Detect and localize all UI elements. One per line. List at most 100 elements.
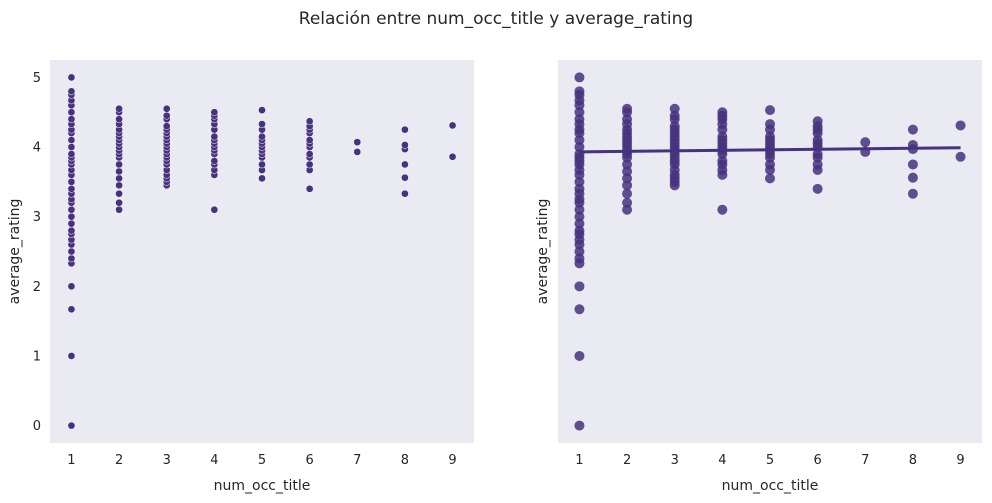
- data-point: [210, 108, 219, 117]
- data-point: [258, 174, 266, 183]
- data-point: [258, 132, 266, 141]
- data-point: [622, 197, 633, 208]
- data-point: [812, 149, 823, 160]
- x-tick-label: 3: [671, 453, 679, 468]
- data-point: [765, 131, 775, 142]
- data-point: [574, 218, 585, 229]
- figure-title: Relación entre num_occ_title y average_r…: [299, 9, 693, 29]
- data-point: [622, 114, 633, 125]
- data-point: [67, 178, 76, 186]
- data-point: [67, 115, 76, 124]
- data-point: [67, 212, 76, 221]
- y-axis-label-right: average_rating: [535, 199, 551, 305]
- data-point: [67, 247, 76, 256]
- data-point: [717, 107, 728, 118]
- data-point: [669, 110, 680, 121]
- data-point: [574, 183, 585, 194]
- y-tick-label: 1: [33, 349, 41, 364]
- data-point: [115, 160, 123, 169]
- data-point: [401, 173, 409, 182]
- data-point: [67, 226, 76, 235]
- data-point: [574, 142, 585, 153]
- data-point: [907, 188, 918, 199]
- data-point: [67, 136, 76, 144]
- x-tick-label: 8: [909, 453, 917, 468]
- data-point: [765, 105, 775, 116]
- data-point: [401, 160, 409, 169]
- x-tick-label: 3: [163, 453, 171, 468]
- data-point: [574, 253, 585, 264]
- regression-line: [579, 146, 961, 154]
- data-point: [955, 151, 966, 162]
- data-point: [401, 125, 409, 134]
- x-tick-label: 4: [210, 453, 218, 468]
- y-tick-label: 3: [33, 210, 41, 225]
- data-point: [574, 420, 585, 431]
- data-point: [765, 159, 775, 170]
- data-point: [115, 167, 123, 176]
- data-point: [574, 304, 585, 315]
- data-point: [258, 120, 266, 128]
- data-point: [717, 131, 728, 142]
- data-point: [67, 108, 76, 117]
- data-point: [448, 152, 457, 161]
- data-point: [115, 174, 123, 183]
- plot-area-left: [50, 60, 474, 443]
- data-point: [622, 180, 633, 191]
- data-point: [162, 111, 171, 120]
- y-tick-label: 0: [33, 419, 41, 434]
- x-tick-label: 1: [67, 453, 75, 468]
- regression-panel-right: 1 2 3 4 5 6 7 8 9 num_occ_title average_rating: [535, 60, 982, 494]
- data-point: [401, 141, 409, 149]
- plot-area-right: [558, 60, 982, 443]
- data-point: [210, 132, 219, 141]
- data-point: [258, 160, 266, 169]
- x-axis-label-right: num_occ_title: [722, 478, 819, 494]
- y-tick-label: 4: [33, 141, 41, 156]
- x-axis-label-left: num_occ_title: [214, 478, 311, 494]
- data-point: [67, 73, 76, 82]
- data-point: [67, 421, 76, 430]
- data-point: [622, 166, 633, 177]
- x-tick-label: 1: [575, 453, 583, 468]
- data-point: [162, 122, 171, 131]
- data-point: [115, 115, 123, 124]
- data-point: [669, 103, 680, 114]
- data-point: [622, 188, 633, 199]
- data-point: [305, 184, 314, 193]
- data-point: [765, 119, 775, 130]
- data-point: [955, 120, 966, 131]
- data-point: [115, 205, 123, 214]
- data-point: [812, 159, 823, 170]
- data-point: [258, 106, 266, 114]
- data-point: [622, 159, 633, 170]
- data-point: [765, 173, 775, 184]
- x-tick-label: 6: [305, 453, 313, 468]
- data-point: [305, 136, 314, 144]
- data-point: [574, 225, 585, 236]
- data-point: [210, 157, 219, 165]
- x-tick-label: 8: [401, 453, 409, 468]
- y-axis-label-left: average_rating: [7, 199, 23, 305]
- x-tick-label: 4: [718, 453, 726, 468]
- y-tick-label: 2: [33, 280, 41, 295]
- data-point: [67, 150, 76, 158]
- data-point: [669, 121, 680, 132]
- x-tick-label: 5: [766, 453, 774, 468]
- data-point: [210, 205, 219, 214]
- x-tick-label: 7: [861, 453, 869, 468]
- x-tick-label: 5: [258, 453, 266, 468]
- data-point: [67, 87, 76, 96]
- data-point: [305, 150, 314, 158]
- scatter-panel-left: 1 2 3 4 5 6 7 8 9 0 1 2 3 4 5 num_occ_title average_ra…: [7, 60, 474, 494]
- data-point: [67, 282, 76, 291]
- data-point: [812, 135, 823, 146]
- data-point: [162, 104, 171, 113]
- data-point: [907, 172, 918, 183]
- data-point: [574, 135, 585, 146]
- data-point: [115, 198, 123, 207]
- data-point: [353, 138, 362, 147]
- data-point: [67, 305, 76, 314]
- data-point: [401, 189, 409, 198]
